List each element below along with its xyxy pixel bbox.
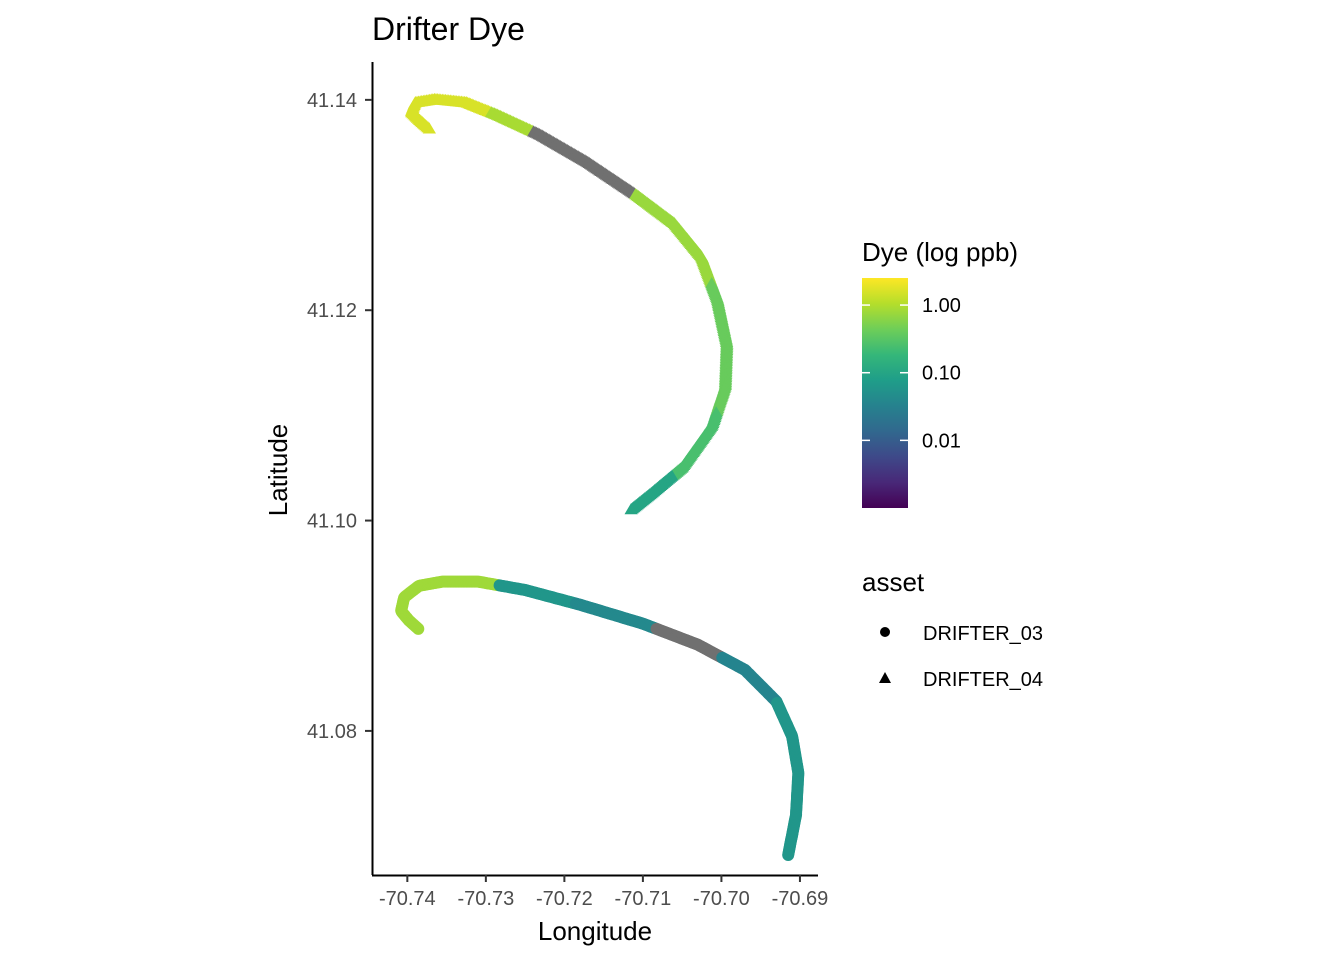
y-tick-label: 41.12: [307, 300, 357, 322]
plot-area: [395, 92, 805, 861]
legend-circle-key: [880, 627, 890, 637]
x-tick-label: -70.70: [693, 888, 750, 910]
legend-label-drifter-04: DRIFTER_04: [923, 669, 1043, 691]
y-tick-label: 41.08: [307, 721, 357, 743]
color-legend-title: Dye (log ppb): [862, 237, 1018, 267]
series-drifter-04: [405, 92, 734, 515]
x-tick-label: -70.74: [379, 888, 436, 910]
shape-legend: asset DRIFTER_03 DRIFTER_04: [862, 567, 1043, 691]
x-tick-label: -70.69: [772, 888, 829, 910]
drifter-03-point: [782, 849, 795, 861]
legend-triangle-key: [879, 672, 891, 683]
color-bar: [862, 278, 908, 508]
y-tick-label: 41.14: [307, 90, 357, 112]
color-legend: Dye (log ppb) 1.00 0.10 0.01: [862, 237, 1018, 508]
series-drifter-03: [395, 575, 805, 861]
x-tick-label: -70.73: [457, 888, 514, 910]
color-tick-label: 1.00: [922, 295, 961, 317]
x-tick-label: -70.71: [615, 888, 672, 910]
x-axis: -70.74 -70.73 -70.72 -70.71 -70.70 -70.69: [379, 875, 828, 910]
x-axis-title: Longitude: [538, 916, 652, 946]
color-tick-label: 0.10: [922, 363, 961, 385]
color-tick-label: 0.01: [922, 430, 961, 452]
color-bar-ticks: 1.00 0.10 0.01: [862, 295, 961, 452]
y-axis: 41.08 41.10 41.12 41.14: [307, 90, 372, 743]
y-axis-title: Latitude: [263, 424, 293, 517]
legend-label-drifter-03: DRIFTER_03: [923, 623, 1043, 645]
y-tick-label: 41.10: [307, 511, 357, 533]
drifter-04-point: [624, 503, 638, 515]
x-tick-label: -70.72: [536, 888, 593, 910]
shape-legend-title: asset: [862, 567, 925, 597]
chart-title: Drifter Dye: [372, 11, 525, 47]
